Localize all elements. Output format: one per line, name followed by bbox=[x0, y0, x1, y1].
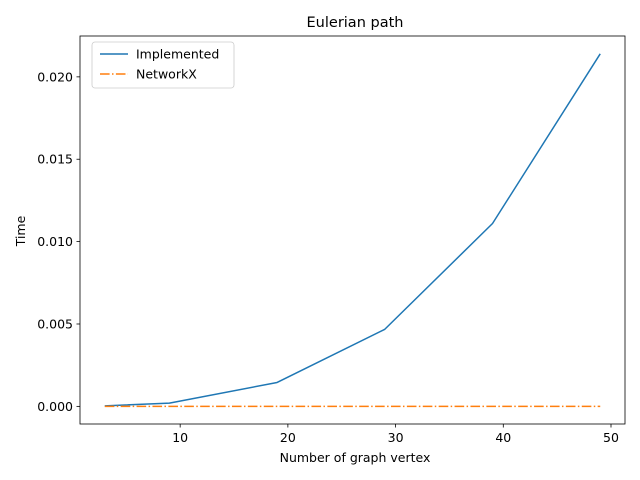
x-tick-label: 50 bbox=[603, 430, 619, 445]
x-tick-label: 30 bbox=[388, 430, 404, 445]
y-axis-label: Time bbox=[13, 215, 28, 247]
chart-title: Eulerian path bbox=[307, 15, 404, 31]
plot-area bbox=[79, 35, 626, 425]
legend-label-implemented: Implemented bbox=[136, 47, 219, 62]
axes-frame bbox=[79, 35, 626, 425]
x-axis-label: Number of graph vertex bbox=[280, 450, 431, 465]
series-line-implemented bbox=[104, 53, 601, 407]
x-axis-ticks: 10 20 30 40 50 bbox=[172, 424, 619, 445]
y-tick-label: 0.000 bbox=[37, 399, 73, 414]
y-tick-label: 0.010 bbox=[37, 234, 73, 249]
x-tick-label: 20 bbox=[280, 430, 296, 445]
x-tick-label: 40 bbox=[495, 430, 511, 445]
y-tick-label: 0.005 bbox=[37, 316, 73, 331]
y-axis-ticks: 0.000 0.005 0.010 0.015 0.020 bbox=[37, 69, 80, 414]
legend-label-networkx: NetworkX bbox=[136, 67, 197, 82]
y-tick-label: 0.015 bbox=[37, 152, 73, 167]
y-tick-label: 0.020 bbox=[37, 69, 73, 84]
x-tick-label: 10 bbox=[172, 430, 188, 445]
legend: Implemented NetworkX bbox=[91, 41, 235, 89]
